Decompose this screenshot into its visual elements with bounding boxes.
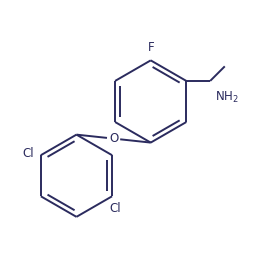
Text: Cl: Cl xyxy=(23,147,34,160)
Text: O: O xyxy=(109,132,118,145)
Text: NH$_2$: NH$_2$ xyxy=(215,90,239,105)
Text: Cl: Cl xyxy=(109,201,120,215)
Text: F: F xyxy=(147,41,154,54)
